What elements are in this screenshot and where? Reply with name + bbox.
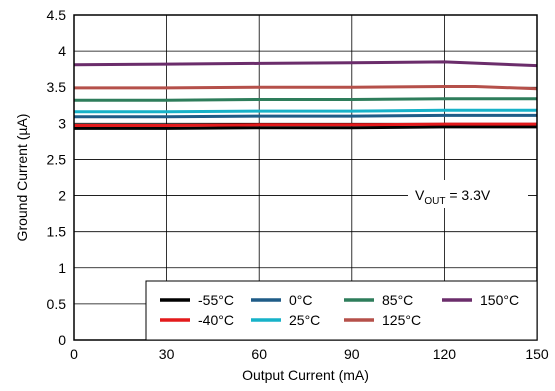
x-tick-label: 150	[525, 346, 549, 362]
y-tick-label: 1.5	[47, 224, 67, 240]
series-line	[74, 122, 537, 127]
legend-label: -55°C	[198, 292, 234, 308]
vout-prefix: V	[415, 187, 425, 203]
y-tick-label: 3.5	[47, 79, 67, 95]
x-tick-label: 30	[159, 346, 175, 362]
series-line	[73, 60, 538, 68]
y-axis-title: Ground Current (µA)	[14, 114, 30, 242]
vout-annotation-text: VOUT = 3.3V	[415, 187, 491, 207]
legend-item: 25°C	[251, 312, 320, 328]
series-line	[74, 85, 538, 91]
y-tick-label: 4	[58, 43, 66, 59]
legend-label: 85°C	[382, 292, 413, 308]
y-tick-label: 1	[58, 260, 66, 276]
x-tick-label: 60	[251, 346, 267, 362]
series-line	[74, 113, 537, 119]
series-layer	[73, 60, 538, 130]
legend-item: 85°C	[344, 292, 413, 308]
y-tick-label: 2.5	[47, 151, 67, 167]
series-line	[74, 108, 537, 114]
vout-subscript: OUT	[424, 196, 445, 207]
y-tick-label: 0	[58, 332, 66, 348]
legend-label: 125°C	[382, 312, 421, 328]
legend-item: 0°C	[251, 292, 313, 308]
legend: -55°C 0°C 85°C 150°C -40°C 25°C 125°C	[145, 280, 538, 341]
x-tick-label: 0	[70, 346, 78, 362]
y-tick-label: 4.5	[47, 7, 67, 23]
vout-annotation: VOUT = 3.3V	[408, 180, 528, 208]
legend-item: -40°C	[160, 312, 234, 328]
legend-label: 25°C	[289, 312, 320, 328]
legend-item: -55°C	[160, 292, 234, 308]
y-tick-label: 0.5	[47, 296, 67, 312]
legend-item: 125°C	[344, 312, 421, 328]
series-line	[74, 125, 537, 130]
x-tick-label: 90	[344, 346, 360, 362]
y-tick-label: 3	[58, 115, 66, 131]
legend-box	[145, 280, 538, 341]
x-axis-title: Output Current (mA)	[242, 367, 369, 383]
legend-item: 150°C	[442, 292, 519, 308]
vout-suffix: = 3.3V	[445, 187, 490, 203]
series-line	[74, 97, 537, 102]
y-tick-label: 2	[58, 188, 66, 204]
legend-label: 150°C	[480, 292, 519, 308]
legend-label: 0°C	[289, 292, 313, 308]
x-tick-label: 120	[433, 346, 457, 362]
tick-labels: 0 30 60 90 120 150 0 0.5 1 1.5 2 2.5 3 3.5 4 4.5	[47, 7, 549, 362]
legend-label: -40°C	[198, 312, 234, 328]
